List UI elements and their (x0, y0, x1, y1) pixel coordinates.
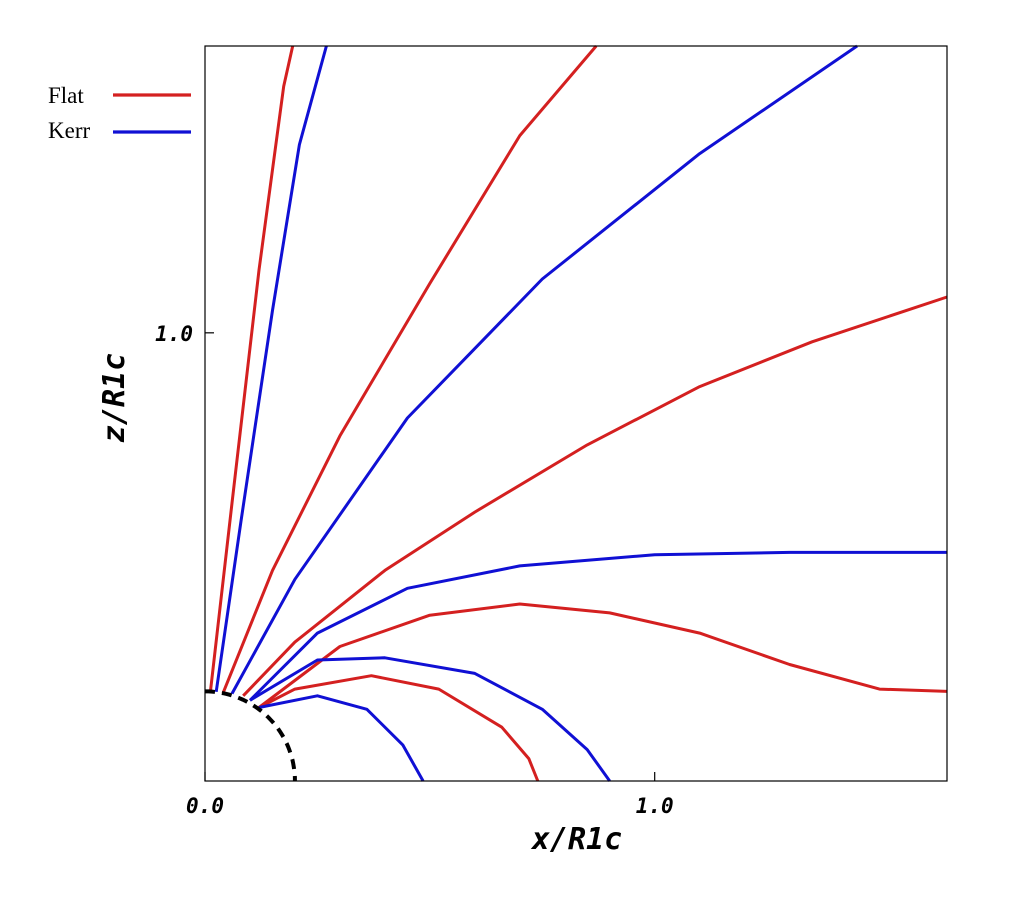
y-tick-label-0: 1.0 (155, 322, 193, 346)
plot-frame (204, 45, 948, 782)
stellar-surface-dashed (205, 689, 297, 781)
kerr-field-line-2 (230, 44, 858, 695)
flat-field-line-5 (258, 674, 540, 782)
flat-field-line-3 (242, 295, 948, 697)
axis-ticks: 0.0 1.0 1.0 (155, 322, 674, 818)
plot-lines (208, 44, 948, 782)
kerr-field-line-3 (248, 550, 947, 702)
flat-field-line-1 (208, 45, 295, 692)
legend: Flat Kerr (48, 83, 191, 143)
flat-field-line-2 (221, 45, 598, 694)
legend-label-flat: Flat (48, 83, 84, 108)
y-axis-title: z/R1c (97, 353, 132, 443)
x-axis-title: x/R1c (530, 822, 622, 857)
kerr-field-line-5 (258, 694, 425, 782)
legend-label-kerr: Kerr (48, 118, 90, 143)
x-tick-label-1: 1.0 (636, 794, 674, 818)
kerr-field-line-4 (249, 656, 611, 782)
x-tick-label-0: 0.0 (186, 794, 224, 818)
flat-field-line-4 (258, 602, 948, 709)
kerr-field-line-1 (214, 45, 328, 693)
